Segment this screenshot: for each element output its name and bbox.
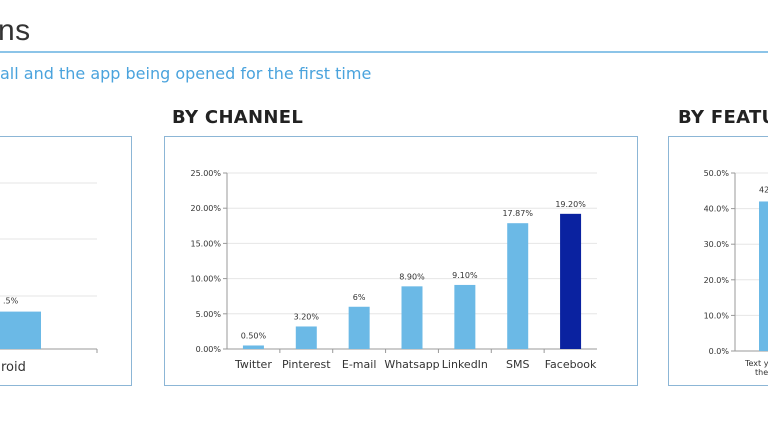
- y-tick-label: 0.00%: [196, 345, 222, 354]
- channel-chart-panel: 0.00% 5.00% 10.00% 15.00% 20.00% 25.00% 0.50% T…: [164, 136, 638, 386]
- data-label: 17.87%: [502, 209, 533, 218]
- data-label: 6%: [353, 293, 366, 302]
- x-tick-label: Whatsapp: [384, 358, 439, 371]
- x-tick-label: Facebook: [545, 358, 597, 371]
- bar-sms: [507, 223, 529, 349]
- x-tick-label: Text y: [744, 359, 768, 368]
- left-chart: .5% roid: [0, 182, 98, 375]
- bar-whatsapp: [401, 286, 423, 349]
- data-label: 9.10%: [452, 271, 478, 280]
- x-tick-label: LinkedIn: [442, 358, 488, 371]
- bar-pinterest: [295, 326, 317, 349]
- x-tick-label: Twitter: [234, 358, 272, 371]
- y-tick-label: 25.00%: [190, 169, 221, 178]
- data-label: 42: [759, 185, 768, 194]
- data-label: 8.90%: [399, 272, 425, 281]
- y-tick-label: 30.0%: [704, 240, 730, 249]
- bar-linkedin: [454, 284, 476, 349]
- title-divider: [0, 51, 768, 53]
- data-label: .5%: [3, 297, 19, 306]
- bar-e-mail: [348, 306, 370, 349]
- x-tick-label: Pinterest: [282, 358, 331, 371]
- y-tick-label: 50.0%: [704, 169, 730, 178]
- data-label: 3.20%: [294, 312, 320, 321]
- y-tick-label: 5.00%: [196, 310, 222, 319]
- bar-twitter: [242, 345, 264, 349]
- y-tick-label: 40.0%: [704, 205, 730, 214]
- bar-android: [0, 311, 41, 349]
- bar-text-feature: [759, 201, 768, 351]
- y-tick-label: 10.0%: [704, 311, 730, 320]
- x-tick-label: E-mail: [342, 358, 377, 371]
- x-tick-label: the: [755, 368, 768, 377]
- x-tick-label: SMS: [506, 358, 529, 371]
- y-tick-label: 10.00%: [190, 275, 221, 284]
- channel-chart: 0.00% 5.00% 10.00% 15.00% 20.00% 25.00% 0.50% T…: [190, 169, 597, 371]
- feature-chart-panel: 0.0% 10.0% 20.0% 30.0% 40.0% 50.0% 42 Text y the: [668, 136, 768, 386]
- y-tick-label: 20.0%: [704, 276, 730, 285]
- data-label: 19.20%: [555, 200, 586, 209]
- page-subtitle: all and the app being opened for the fir…: [0, 64, 372, 83]
- bar-facebook: [560, 213, 582, 349]
- y-tick-label: 20.00%: [190, 204, 221, 213]
- channel-heading: BY CHANNEL: [172, 107, 304, 128]
- left-chart-panel: .5% roid: [0, 136, 132, 386]
- page-title: ns: [0, 14, 31, 47]
- y-tick-label: 15.00%: [190, 239, 221, 248]
- data-label: 0.50%: [241, 331, 267, 340]
- y-tick-label: 0.0%: [709, 347, 730, 356]
- feature-heading: BY FEATU: [678, 107, 768, 128]
- x-tick-label: roid: [1, 360, 26, 375]
